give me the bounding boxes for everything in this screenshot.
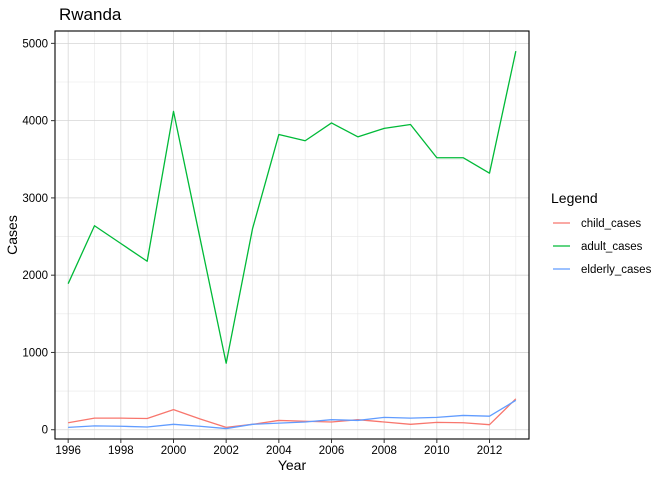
legend-label-elderly-cases: elderly_cases [581,264,652,276]
series-line-adult-cases [67,50,517,364]
legend: Legend child_cases adult_cases elderly_cas… [551,190,652,276]
x-tick-label: 1998 [108,445,134,457]
y-tick-label: 0 [42,425,48,437]
x-tick-label: 2010 [424,445,450,457]
chart-title: Rwanda [59,5,122,24]
legend-label-adult-cases: adult_cases [581,241,643,253]
plot-panel-border [54,30,530,440]
x-axis-ticks: 1996 1998 2000 2002 2004 2006 2008 2010 2012 [55,439,502,457]
x-axis-title: Year [278,457,307,473]
legend-title: Legend [551,190,598,206]
series-lines [67,50,517,430]
legend-items: child_cases adult_cases elderly_cases [553,218,652,276]
grid-lines [55,31,529,439]
x-tick-label: 1996 [55,445,81,457]
y-tick-label: 3000 [22,193,48,205]
y-axis-title: Cases [4,215,20,255]
x-tick-label: 2012 [477,445,503,457]
x-tick-label: 2006 [319,445,345,457]
legend-label-child-cases: child_cases [581,218,641,230]
y-tick-label: 1000 [22,347,48,359]
series-line-child-cases [68,398,517,429]
series-line-elderly-cases [68,399,517,430]
x-tick-label: 2008 [371,445,397,457]
y-tick-label: 2000 [22,270,48,282]
x-tick-label: 2002 [213,445,239,457]
y-tick-label: 4000 [22,116,48,128]
x-tick-label: 2000 [161,445,187,457]
y-axis-ticks: 0 1000 2000 3000 4000 5000 [22,38,55,437]
y-tick-label: 5000 [22,38,48,50]
x-tick-label: 2004 [266,445,292,457]
